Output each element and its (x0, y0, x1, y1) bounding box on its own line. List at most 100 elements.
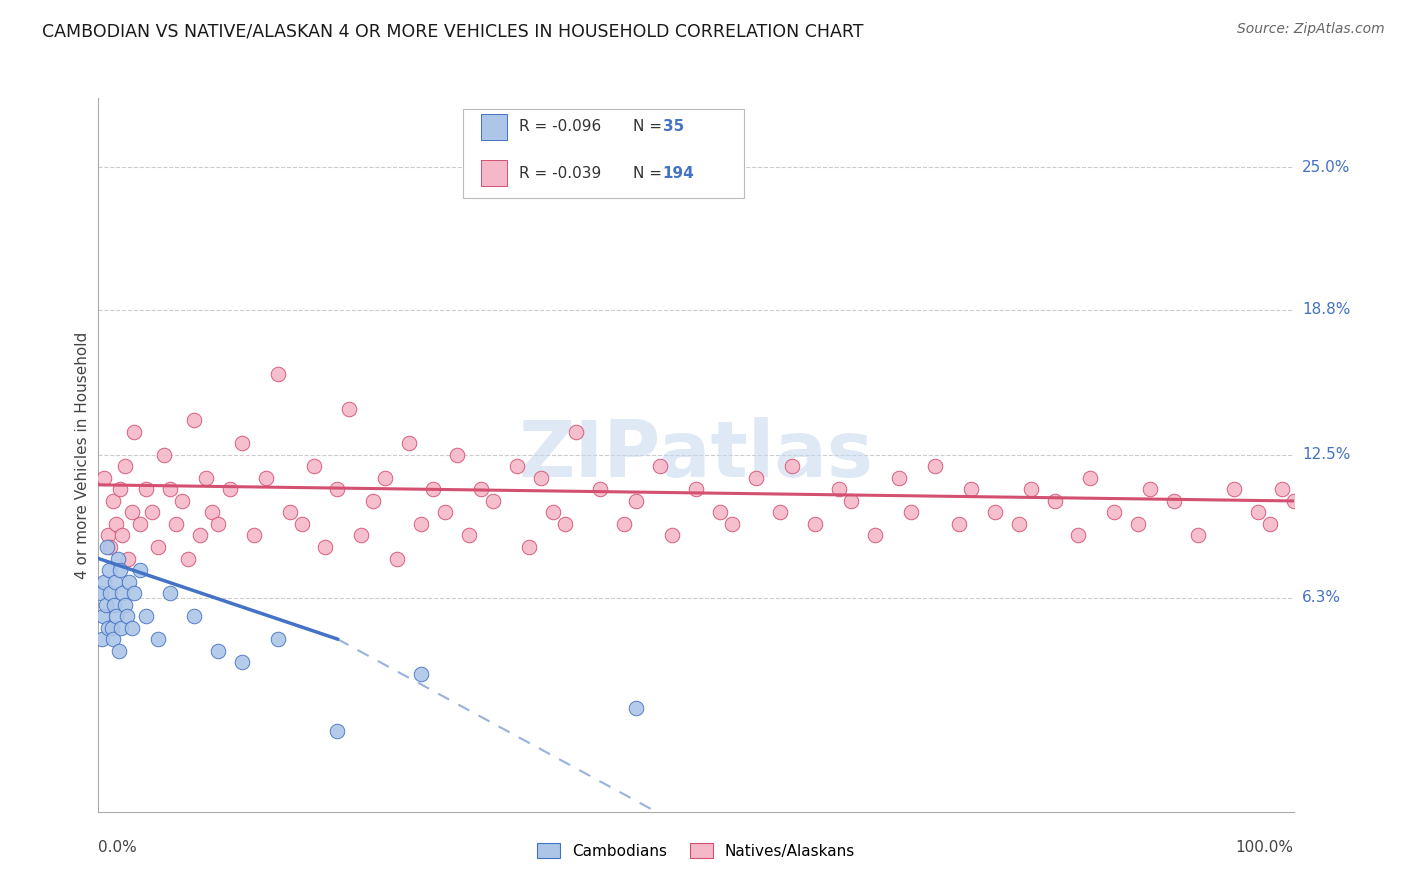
Point (153, 448, 176, 462)
Point (1187, 528, 1209, 542)
Point (302, 459, 325, 474)
Point (165, 516, 187, 531)
Point (110, 621, 132, 635)
Point (188, 528, 211, 542)
Point (194, 471, 217, 485)
Point (267, 368, 290, 382)
Point (159, 483, 181, 497)
Point (457, 528, 479, 542)
Point (91, 609, 114, 624)
Point (98, 586, 122, 600)
Point (422, 483, 444, 497)
Point (114, 598, 136, 612)
Point (148, 632, 170, 646)
Point (183, 609, 205, 624)
Point (541, 506, 564, 520)
Point (529, 471, 551, 485)
Point (889, 471, 911, 485)
Point (183, 413, 205, 427)
Point (554, 516, 576, 531)
Text: R = -0.096: R = -0.096 (519, 120, 602, 134)
Point (470, 483, 492, 497)
Point (98, 563, 121, 577)
Point (315, 540, 337, 554)
Point (1043, 494, 1066, 508)
Point (745, 471, 768, 485)
Point (661, 528, 683, 542)
Text: 6.3%: 6.3% (1302, 591, 1341, 605)
Point (517, 540, 540, 554)
Point (96, 540, 118, 554)
Point (90, 586, 112, 600)
Point (114, 459, 136, 474)
Point (129, 563, 152, 577)
Point (924, 459, 946, 474)
Point (1258, 516, 1281, 531)
Point (506, 459, 529, 474)
Point (589, 483, 612, 497)
Point (148, 540, 170, 554)
Point (231, 655, 253, 669)
Point (1222, 483, 1246, 497)
Point (118, 574, 141, 589)
Point (103, 598, 125, 612)
Point (828, 483, 851, 497)
Point (1163, 494, 1185, 508)
Point (207, 643, 229, 657)
Point (709, 506, 731, 520)
Point (108, 563, 131, 577)
Point (1102, 506, 1125, 520)
Text: 35: 35 (662, 120, 683, 134)
Point (207, 516, 229, 531)
Point (117, 551, 139, 566)
Text: Source: ZipAtlas.com: Source: ZipAtlas.com (1237, 22, 1385, 37)
Point (1271, 483, 1294, 497)
Point (565, 425, 588, 439)
Point (1282, 494, 1305, 508)
Point (385, 551, 409, 566)
Point (1007, 516, 1029, 531)
Point (111, 528, 134, 542)
Point (177, 551, 200, 566)
Point (900, 506, 922, 520)
Point (839, 494, 862, 508)
Point (121, 621, 143, 635)
Point (124, 425, 146, 439)
Point (446, 448, 468, 462)
Point (1139, 483, 1161, 497)
Point (93, 574, 115, 589)
Point (1128, 516, 1150, 531)
Point (720, 516, 742, 531)
Point (863, 528, 886, 542)
Point (201, 506, 224, 520)
Point (93, 471, 115, 485)
Point (107, 551, 129, 566)
Text: 194: 194 (662, 166, 695, 180)
Point (1246, 506, 1268, 520)
Point (94, 598, 117, 612)
Point (337, 401, 360, 416)
Point (135, 609, 157, 624)
Point (101, 494, 124, 508)
Point (111, 586, 134, 600)
FancyBboxPatch shape (481, 114, 508, 139)
Point (108, 483, 131, 497)
Point (948, 516, 970, 531)
Point (624, 494, 647, 508)
Point (115, 609, 138, 624)
Point (254, 471, 277, 485)
Text: 12.5%: 12.5% (1302, 448, 1350, 462)
Text: N =: N = (633, 120, 666, 134)
Point (433, 506, 456, 520)
Point (1067, 528, 1090, 542)
Point (1019, 483, 1042, 497)
Text: N =: N = (633, 166, 666, 180)
Point (172, 494, 194, 508)
Point (374, 471, 396, 485)
Point (219, 483, 242, 497)
Point (278, 506, 301, 520)
Text: CAMBODIAN VS NATIVE/ALASKAN 4 OR MORE VEHICLES IN HOUSEHOLD CORRELATION CHART: CAMBODIAN VS NATIVE/ALASKAN 4 OR MORE VE… (42, 22, 863, 40)
Point (97, 621, 120, 635)
Point (648, 459, 672, 474)
Point (326, 724, 349, 739)
